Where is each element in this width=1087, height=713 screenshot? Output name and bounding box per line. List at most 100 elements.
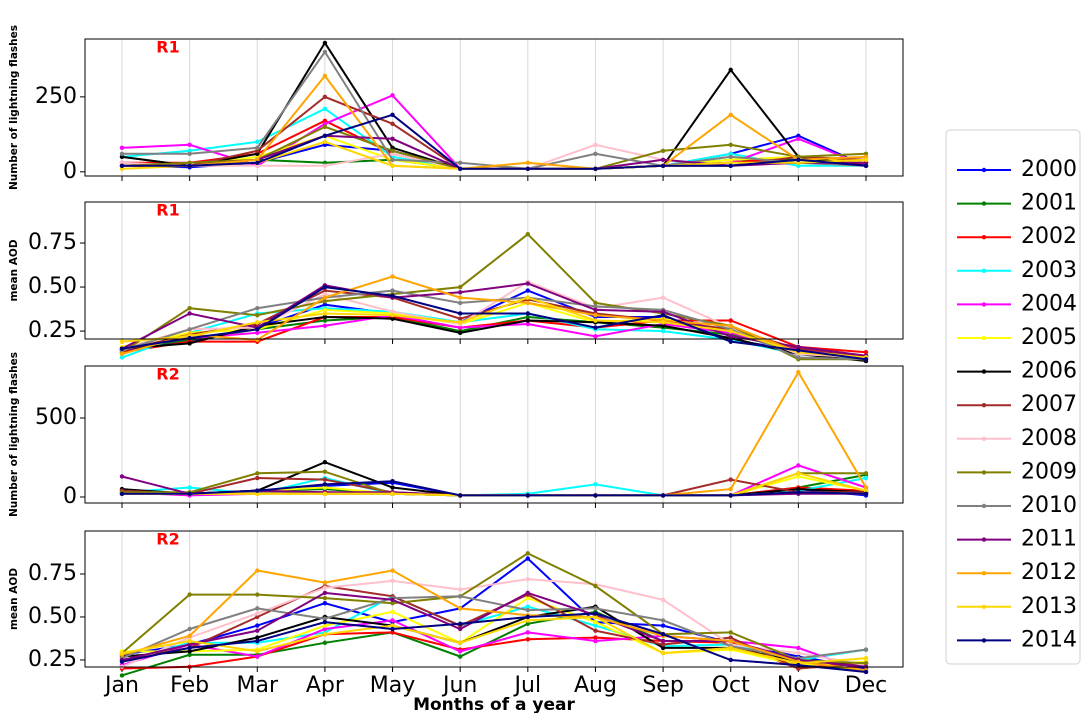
point: [187, 485, 192, 490]
plot-frame: [84, 365, 904, 504]
legend-label: 2013: [1021, 594, 1077, 619]
legend-label: 2007: [1021, 392, 1077, 417]
legend-marker: [981, 571, 987, 576]
legend-label: 2005: [1021, 325, 1077, 350]
series-line: [121, 552, 867, 665]
point: [863, 475, 869, 481]
panel: 0 250 R1 Number of lightning flashes: [8, 25, 904, 190]
point: [796, 490, 801, 495]
point: [390, 309, 395, 314]
point: [119, 650, 125, 656]
legend-marker: [981, 201, 987, 206]
point: [728, 630, 733, 635]
point: [728, 486, 733, 492]
point: [322, 477, 328, 482]
legend-label: 2000: [1021, 157, 1077, 182]
series-line: [121, 232, 866, 361]
point: [457, 160, 463, 166]
point: [525, 556, 531, 561]
point: [322, 491, 328, 497]
point: [322, 601, 328, 606]
point: [660, 597, 666, 602]
point: [457, 166, 463, 172]
point: [255, 491, 260, 497]
point: [660, 650, 666, 656]
x-axis-label: Months of a year: [413, 695, 575, 713]
point: [660, 642, 666, 647]
point: [525, 621, 531, 627]
point: [593, 482, 598, 487]
point: [863, 350, 869, 355]
y-tick-label: 250: [35, 84, 77, 109]
point: [863, 488, 869, 493]
series-line: [121, 569, 867, 672]
legend-marker: [981, 268, 987, 273]
point: [863, 491, 869, 497]
point: [525, 614, 531, 620]
point: [255, 611, 260, 616]
point: [322, 631, 328, 637]
point: [322, 139, 328, 145]
y-tick-label: 0.50: [28, 604, 77, 629]
point: [322, 133, 328, 139]
point: [119, 355, 125, 360]
point: [390, 163, 395, 169]
point: [390, 601, 395, 606]
point: [390, 626, 395, 632]
point: [322, 49, 328, 55]
point: [660, 320, 666, 325]
point: [255, 568, 260, 573]
annotation: R1: [156, 38, 179, 57]
legend-label: 2006: [1021, 359, 1077, 384]
y-axis-label: Number of lightning flashes: [8, 25, 20, 190]
point: [187, 163, 192, 169]
x-tick-label: Mar: [237, 673, 279, 698]
point: [119, 346, 125, 351]
point: [390, 623, 395, 628]
point: [119, 659, 125, 664]
point: [863, 661, 869, 666]
point: [796, 463, 801, 468]
series-line: [121, 612, 867, 673]
point: [322, 94, 328, 100]
legend-marker: [981, 167, 987, 173]
point: [728, 328, 733, 334]
series-line: [121, 296, 867, 359]
legend-marker: [981, 503, 987, 509]
point: [322, 580, 328, 585]
series-line: [121, 615, 867, 665]
point: [390, 630, 395, 635]
point: [796, 355, 801, 360]
point: [322, 163, 328, 169]
panel: 0.25 0.50 0.75 R2 mean AOD Jan Feb Mar Apr May Jun…: [8, 530, 904, 713]
plot-frame: [84, 530, 904, 668]
point: [457, 649, 463, 654]
point: [322, 318, 328, 323]
point: [322, 291, 328, 297]
point: [728, 323, 733, 328]
point: [593, 151, 598, 157]
x-tick-label: Oct: [712, 673, 750, 698]
legend-marker: [981, 537, 987, 542]
legend-label: 2011: [1021, 527, 1077, 552]
point: [187, 638, 192, 644]
y-tick-label: 0.75: [28, 230, 77, 255]
point: [660, 638, 666, 644]
x-tick-label: Sep: [642, 673, 683, 698]
point: [728, 339, 733, 344]
y-axis-label: mean AOD: [8, 239, 20, 301]
point: [593, 304, 598, 309]
point: [255, 606, 260, 611]
legend-label: 2010: [1021, 493, 1077, 518]
point: [525, 551, 531, 556]
point: [322, 616, 328, 621]
point: [525, 295, 531, 300]
point: [525, 321, 531, 327]
point: [525, 618, 531, 623]
legend-label: 2014: [1021, 627, 1077, 652]
point: [457, 654, 463, 659]
point: [863, 163, 869, 169]
point: [187, 642, 192, 647]
point: [660, 623, 666, 628]
series-line: [122, 480, 867, 497]
